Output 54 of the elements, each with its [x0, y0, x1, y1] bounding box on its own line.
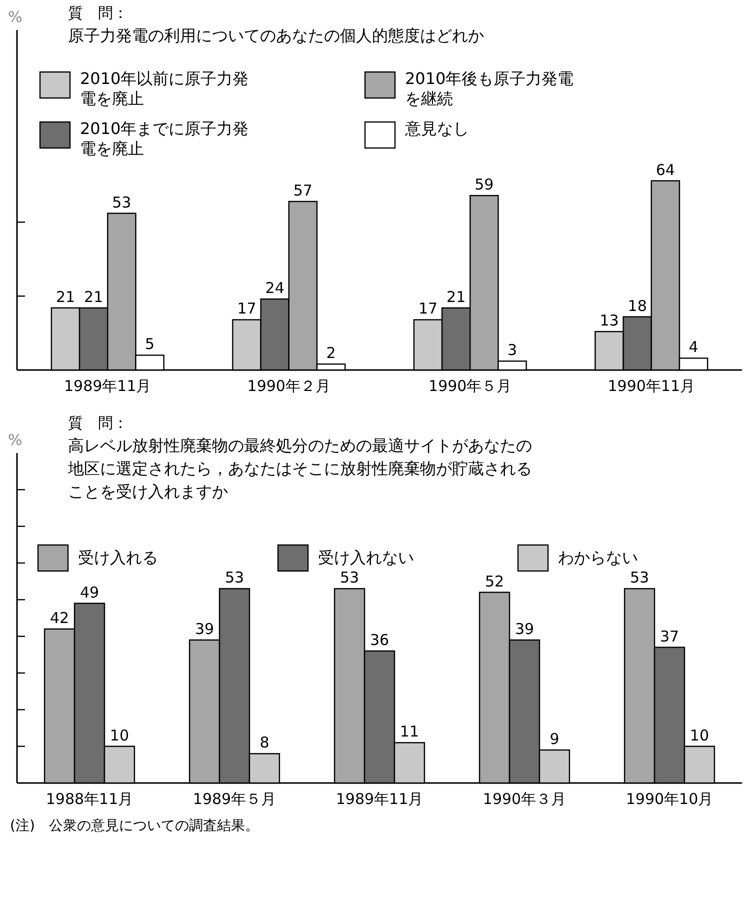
data-label: 11: [400, 722, 420, 741]
legend-label: 2010年までに原子力発電を廃止: [80, 119, 249, 158]
data-label: 13: [600, 312, 619, 330]
x-tick-label: 1990年５月: [428, 377, 512, 395]
legend-label: わからない: [558, 548, 638, 567]
data-label: 9: [550, 730, 560, 748]
data-label: 64: [656, 160, 675, 179]
data-label: 17: [418, 300, 438, 318]
legend-label: 2010年後も原子力発電を継続: [405, 69, 574, 108]
data-label: 2: [326, 344, 336, 362]
data-label: 17: [237, 300, 256, 318]
x-tick-label: 1989年11月: [64, 377, 152, 395]
chart-subtitle: 高レベル放射性廃棄物の最終処分のための最適サイトがあなたの地区に選定されたら，あなたはそこに放射性廃棄物が貯蔵されることを受け入れますか: [67, 436, 532, 501]
x-tick-label: 1990年11月: [608, 377, 696, 395]
x-tick-label: 1989年５月: [192, 790, 276, 808]
data-label: 4: [688, 338, 698, 356]
data-label: 10: [690, 726, 710, 744]
chart-title: 質 問：: [68, 414, 128, 432]
data-label: 21: [446, 288, 466, 306]
data-label: 53: [112, 193, 132, 212]
data-label: 53: [340, 568, 360, 587]
data-label: 53: [630, 568, 650, 587]
legend-label: 2010年以前に原子力発電を廃止: [80, 69, 249, 108]
data-label: 52: [484, 572, 504, 590]
y-axis-title: %: [8, 8, 22, 26]
data-label: 42: [50, 609, 70, 627]
chart-subtitle: 原子力発電の利用についてのあなたの個人的態度はどれか: [68, 26, 484, 45]
data-label: 24: [265, 279, 284, 298]
legend-label: 受け入れる: [78, 548, 158, 567]
data-label: 21: [84, 288, 104, 306]
data-label: 59: [474, 176, 494, 194]
data-label: 37: [660, 627, 680, 646]
data-label: 39: [514, 620, 534, 638]
data-label: 10: [110, 726, 130, 744]
data-label: 18: [628, 296, 647, 315]
x-tick-label: 1989年11月: [336, 790, 424, 808]
data-label: 5: [144, 335, 155, 354]
data-label: 53: [224, 568, 244, 587]
x-tick-label: 1990年10月: [626, 790, 714, 808]
data-label: 49: [80, 583, 100, 602]
legend-label: 受け入れない: [318, 548, 414, 567]
x-tick-label: 1990年２月: [247, 377, 330, 395]
x-tick-label: 1988年11月: [46, 790, 134, 808]
data-label: 3: [507, 341, 518, 360]
x-tick-label: 1990年３月: [482, 790, 566, 808]
data-label: 8: [260, 734, 270, 752]
chart-title: 質 問：: [68, 4, 128, 22]
text: (注) 公衆の意見についての調査結果。: [10, 818, 259, 834]
data-label: 57: [293, 181, 312, 200]
data-label: 39: [194, 620, 214, 638]
data-label: 21: [56, 288, 76, 306]
y-axis-title: %: [8, 431, 22, 449]
legend-label: 意見なし: [404, 119, 469, 138]
data-label: 36: [370, 631, 390, 649]
